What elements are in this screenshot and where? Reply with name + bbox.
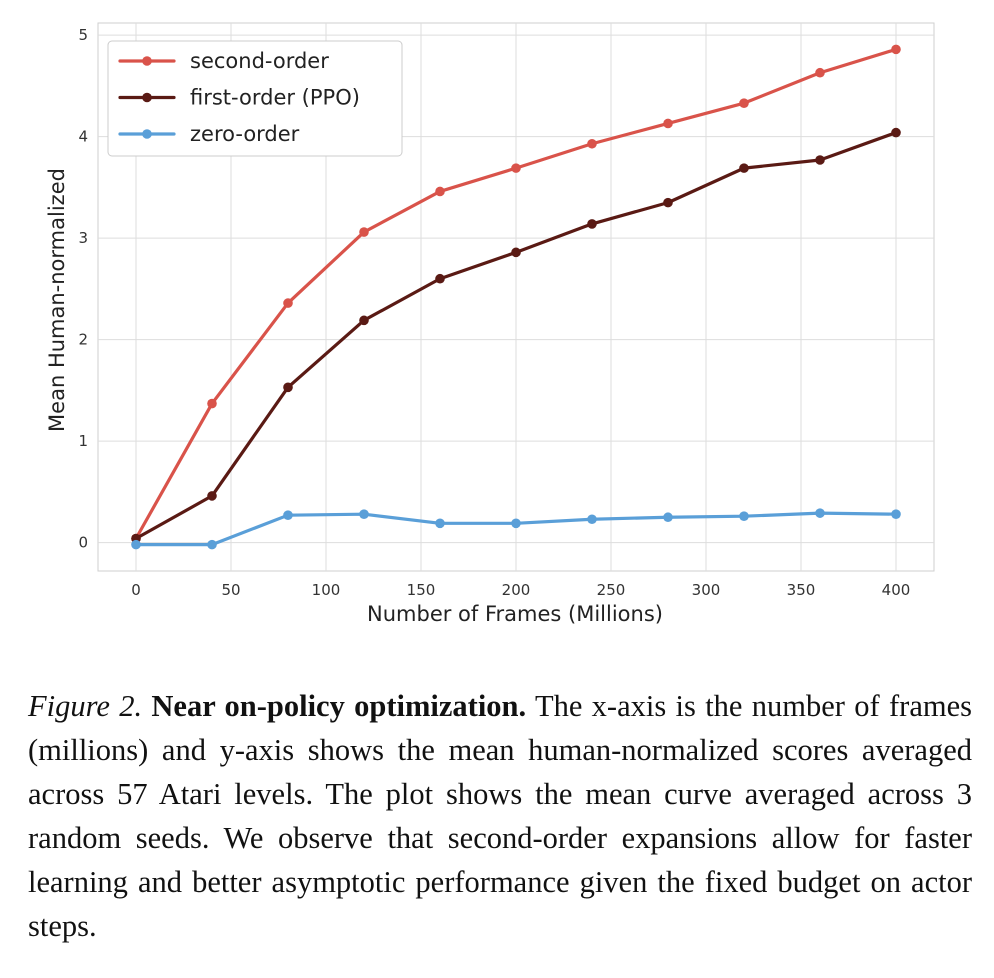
data-point <box>283 382 293 393</box>
y-tick-labels: 0 1 2 3 4 5 <box>78 26 88 551</box>
y-tick-label: 3 <box>78 229 88 247</box>
legend-item-first-order-ppo: first-order (PPO) <box>118 86 360 110</box>
data-point <box>511 163 521 173</box>
data-point <box>207 398 217 409</box>
data-point <box>359 227 369 237</box>
data-point <box>435 186 445 197</box>
y-tick-label: 0 <box>78 534 88 552</box>
y-tick-label: 4 <box>78 128 88 146</box>
x-tick-label: 150 <box>407 581 436 599</box>
data-point <box>815 155 825 165</box>
figure-caption: Figure 2. Near on-policy optimization. T… <box>28 684 972 948</box>
legend-swatch-marker <box>142 129 152 139</box>
line-chart: 0 50 100 150 200 250 300 350 400 0 1 2 3 4 5 Number o… <box>45 22 935 626</box>
legend-label: zero-order <box>190 122 300 146</box>
data-point <box>663 197 673 208</box>
data-point <box>663 118 673 129</box>
y-tick-label: 2 <box>78 331 88 349</box>
data-point <box>207 539 217 550</box>
data-point <box>739 163 749 173</box>
data-point <box>891 509 901 519</box>
data-point <box>207 491 217 501</box>
x-tick-label: 200 <box>502 581 531 599</box>
y-axis-label: Mean Human-normalized <box>45 168 69 432</box>
y-tick-label: 5 <box>78 26 88 44</box>
data-point <box>131 539 141 550</box>
data-point <box>663 512 673 523</box>
x-tick-label: 250 <box>597 581 626 599</box>
data-point <box>739 511 749 521</box>
x-tick-label: 0 <box>131 581 141 599</box>
data-point <box>283 298 293 308</box>
data-point <box>283 510 293 520</box>
x-tick-label: 100 <box>312 581 341 599</box>
legend-box <box>107 40 403 157</box>
y-tick-label: 1 <box>78 432 88 450</box>
legend-label: second-order <box>190 49 329 73</box>
legend: second-order first-order (PPO) zero-order <box>107 40 403 157</box>
x-tick-label: 400 <box>882 581 911 599</box>
series-lines <box>131 44 901 550</box>
x-axis-label: Number of Frames (Millions) <box>367 602 663 626</box>
data-point <box>815 508 825 518</box>
legend-label: first-order (PPO) <box>190 86 360 110</box>
legend-swatch-marker <box>142 92 152 103</box>
legend-swatch-marker <box>142 56 152 66</box>
legend-item-second-order: second-order <box>118 49 329 73</box>
x-tick-label: 350 <box>787 581 816 599</box>
data-point <box>511 518 521 529</box>
data-point <box>359 509 369 519</box>
caption-label: Figure 2. <box>28 689 143 723</box>
data-point <box>511 247 521 258</box>
x-tick-labels: 0 50 100 150 200 250 300 350 400 <box>131 581 910 599</box>
caption-text: The x-axis is the number of frames (mill… <box>28 689 972 943</box>
data-point <box>815 67 825 78</box>
data-point <box>587 219 597 229</box>
legend-item-zero-order: zero-order <box>118 122 300 146</box>
data-point <box>891 127 901 138</box>
x-tick-label: 300 <box>692 581 721 599</box>
data-point <box>435 518 445 529</box>
x-tick-label: 50 <box>221 581 240 599</box>
data-point <box>587 138 597 149</box>
data-point <box>359 315 369 326</box>
data-point <box>435 273 445 284</box>
data-point <box>587 514 597 525</box>
data-point <box>891 44 901 55</box>
data-point <box>739 98 749 108</box>
series-zero-order <box>131 508 901 550</box>
caption-title: Near on-policy optimization. <box>151 689 527 723</box>
